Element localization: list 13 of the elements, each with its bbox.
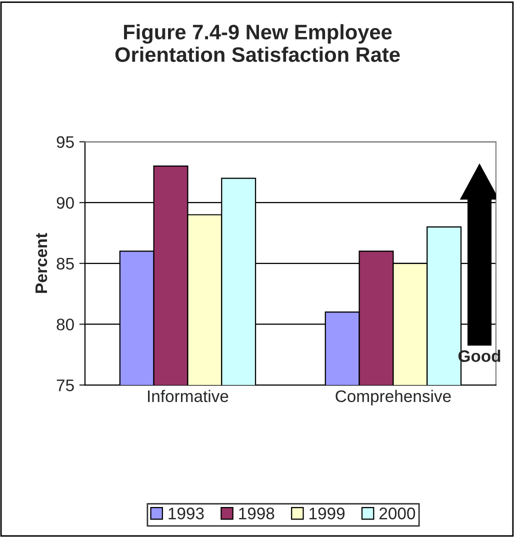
x-tick-label: Informative — [148, 390, 228, 402]
y-tick-label: 75 — [56, 380, 74, 392]
legend-label: 1998 — [239, 508, 274, 520]
y-axis-title: Percent — [36, 233, 48, 293]
y-tick-label: 95 — [56, 136, 74, 148]
x-tick-label: Comprehensive — [336, 390, 451, 406]
chart-title: Figure 7.4-9 New Employee Orientation Satisfaction Rate — [115, 24, 400, 62]
legend-label: 1999 — [310, 508, 345, 520]
y-tick-label: 80 — [56, 318, 74, 330]
legend-label: 2000 — [379, 508, 416, 520]
y-tick-label: 90 — [56, 196, 74, 209]
legend-label: 1993 — [168, 508, 204, 520]
y-tick-label: 85 — [56, 258, 74, 270]
